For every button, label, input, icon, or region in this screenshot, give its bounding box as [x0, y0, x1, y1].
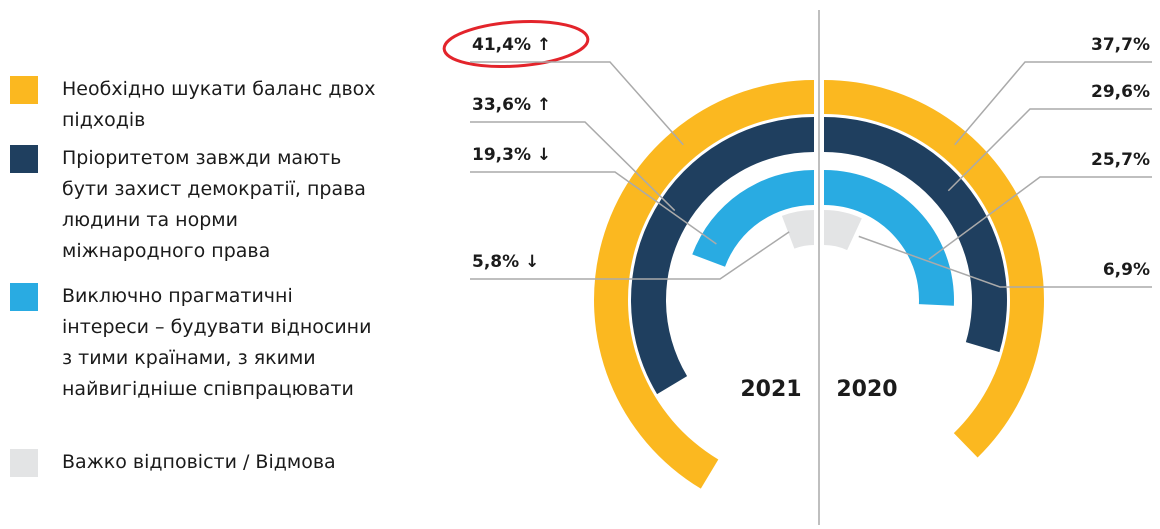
legend-swatch	[10, 76, 38, 104]
value-label: 29,6%	[1091, 82, 1150, 102]
leader-line	[470, 61, 684, 146]
value-label: 19,3% ↓	[472, 145, 551, 165]
leader-line	[470, 171, 717, 245]
legend-item: Пріоритетом завжди мають бути захист дем…	[10, 143, 390, 267]
value-label: 33,6% ↑	[472, 95, 551, 115]
legend-swatch	[10, 449, 38, 477]
value-label: 5,8% ↓	[472, 252, 539, 272]
highlight-circle	[442, 19, 590, 69]
leader-line	[947, 108, 1152, 192]
legend-item: Виключно прагматичні інтереси – будувати…	[10, 281, 390, 405]
series-label: 2020	[836, 377, 897, 402]
legend-label: Необхідно шукати баланс двох підходів	[62, 78, 376, 131]
arc-bar	[824, 117, 1007, 353]
arc-bar	[781, 210, 814, 249]
value-label: 25,7%	[1091, 150, 1150, 170]
leader-line	[470, 231, 790, 280]
legend-item: Необхідно шукати баланс двох підходів	[10, 74, 390, 136]
arc-bar	[630, 117, 814, 395]
leader-line	[858, 235, 1152, 288]
leader-line	[470, 121, 676, 212]
leader-line	[954, 61, 1152, 146]
legend-label: Важко відповісти / Відмова	[62, 451, 336, 473]
arc-bar	[824, 170, 954, 306]
value-label: 41,4% ↑	[472, 35, 551, 55]
series-label: 2021	[740, 377, 801, 402]
legend-item: Важко відповісти / Відмова	[10, 447, 390, 478]
arc-bar	[824, 80, 1044, 458]
value-label: 6,9%	[1103, 260, 1150, 280]
arc-bar	[824, 210, 862, 251]
arc-bar	[692, 170, 814, 267]
arc-bar	[594, 80, 814, 489]
legend-swatch	[10, 283, 38, 311]
legend-swatch	[10, 145, 38, 173]
legend-label: Пріоритетом завжди мають бути захист дем…	[62, 147, 366, 262]
value-label: 37,7%	[1091, 35, 1150, 55]
legend-label: Виключно прагматичні інтереси – будувати…	[62, 285, 372, 400]
leader-line	[928, 176, 1152, 260]
